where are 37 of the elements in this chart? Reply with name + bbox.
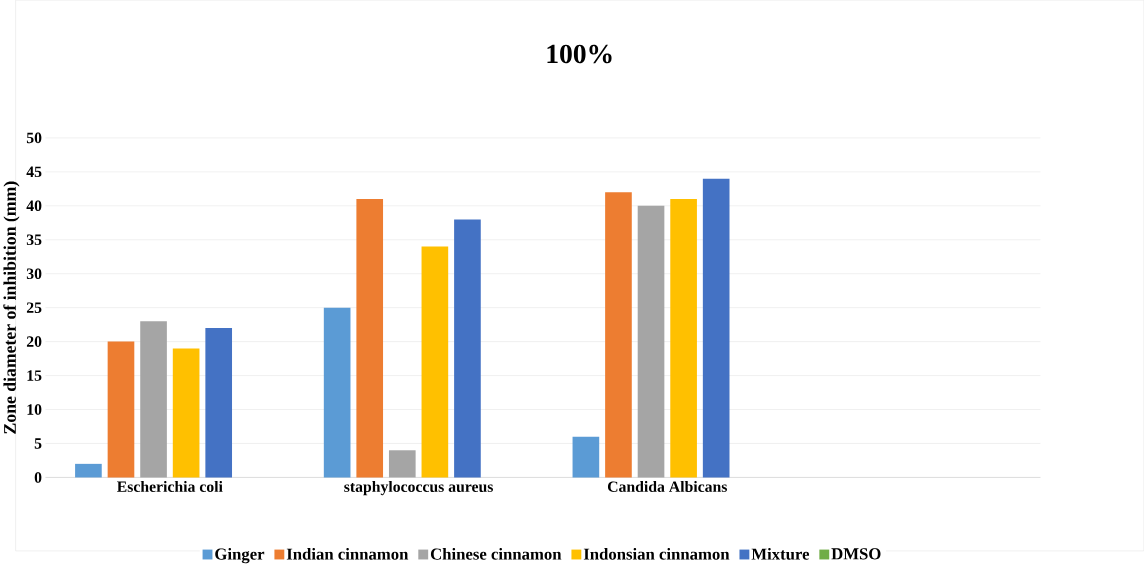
bar bbox=[388, 450, 416, 478]
x-tick-label: staphylococcus aureus bbox=[344, 480, 494, 496]
legend-label: Mixture bbox=[751, 547, 810, 560]
bar bbox=[637, 205, 665, 478]
chart-title: 100% bbox=[547, 44, 612, 64]
bar bbox=[107, 341, 135, 478]
bar bbox=[75, 463, 102, 478]
y-tick-label: 10 bbox=[27, 404, 42, 415]
y-tick-label: 20 bbox=[26, 336, 42, 347]
y-tick-label: 25 bbox=[26, 302, 42, 313]
legend-label: Indian cinnamon bbox=[286, 547, 409, 560]
bar bbox=[172, 348, 200, 478]
bar bbox=[670, 199, 697, 478]
bar bbox=[572, 436, 600, 478]
y-tick-label: 35 bbox=[26, 234, 42, 246]
bar bbox=[140, 321, 167, 478]
y-tick-label: 30 bbox=[26, 268, 42, 280]
bar bbox=[323, 307, 351, 478]
y-tick-label: 50 bbox=[26, 132, 42, 144]
y-tick-label: 40 bbox=[26, 200, 42, 212]
legend-label: Ginger bbox=[215, 547, 265, 564]
y-axis-title: Zone diameter of inhibition (mm) bbox=[3, 181, 20, 434]
legend-label: Chinese cinnamon bbox=[430, 547, 562, 560]
bar bbox=[454, 219, 481, 478]
bar bbox=[605, 192, 632, 478]
legend-label: Indonsian cinnamon bbox=[583, 547, 730, 560]
bar bbox=[356, 199, 384, 478]
bar bbox=[205, 328, 233, 478]
y-tick-label: 15 bbox=[27, 370, 42, 381]
bar bbox=[702, 178, 730, 478]
legend-label: DMSO bbox=[831, 548, 881, 560]
y-tick-label: 5 bbox=[34, 438, 42, 449]
x-tick-label: Escherichia coli bbox=[117, 480, 223, 492]
x-tick-label: Candida Albicans bbox=[607, 480, 728, 492]
y-tick-label: 45 bbox=[26, 166, 42, 178]
y-tick-label: 0 bbox=[34, 472, 42, 483]
bar bbox=[421, 246, 449, 478]
